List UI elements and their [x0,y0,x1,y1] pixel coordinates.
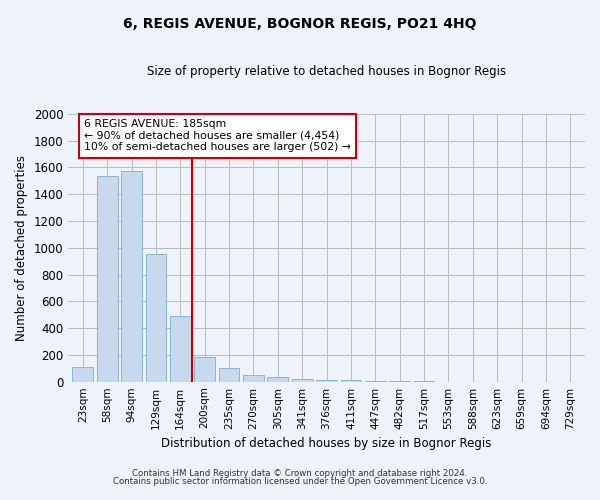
Bar [73,367,93,382]
Text: Contains public sector information licensed under the Open Government Licence v3: Contains public sector information licen… [113,477,487,486]
Bar [97,176,118,382]
Bar [219,368,239,382]
Text: 6, REGIS AVENUE, BOGNOR REGIS, PO21 4HQ: 6, REGIS AVENUE, BOGNOR REGIS, PO21 4HQ [123,18,477,32]
Bar [341,380,361,382]
Bar [365,381,386,382]
Bar [316,380,337,382]
Bar [292,378,313,382]
Bar [146,254,166,382]
Title: Size of property relative to detached houses in Bognor Regis: Size of property relative to detached ho… [147,65,506,78]
Bar [170,316,191,382]
Bar [121,172,142,382]
Text: Contains HM Land Registry data © Crown copyright and database right 2024.: Contains HM Land Registry data © Crown c… [132,468,468,477]
Y-axis label: Number of detached properties: Number of detached properties [15,155,28,341]
Bar [268,377,288,382]
Bar [243,375,264,382]
X-axis label: Distribution of detached houses by size in Bognor Regis: Distribution of detached houses by size … [161,437,492,450]
Bar [194,357,215,382]
Text: 6 REGIS AVENUE: 185sqm
← 90% of detached houses are smaller (4,454)
10% of semi-: 6 REGIS AVENUE: 185sqm ← 90% of detached… [84,119,351,152]
